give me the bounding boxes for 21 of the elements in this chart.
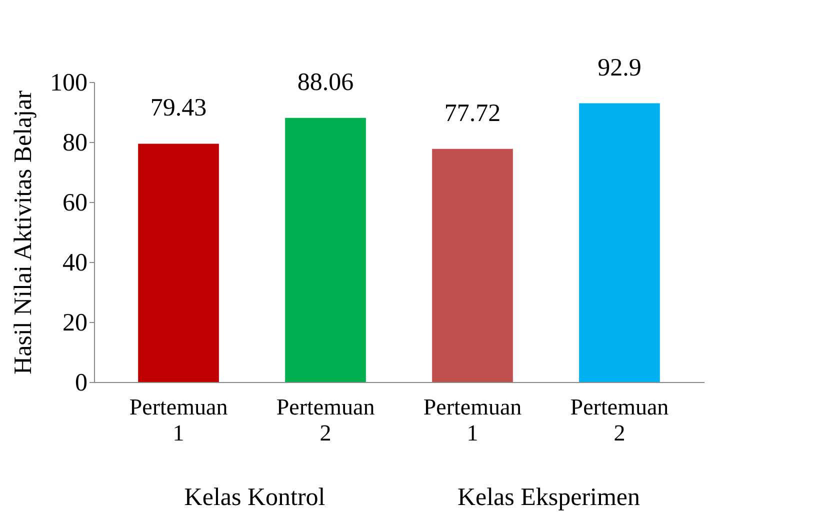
bar	[432, 148, 513, 382]
x-tick-label: Pertemuan 1	[129, 394, 228, 446]
data-label: 77.72	[444, 100, 501, 127]
y-tick-label: 80	[62, 130, 88, 156]
data-label: 79.43	[150, 94, 207, 122]
x-tick-label: Pertemuan 2	[276, 394, 376, 446]
y-tick-label: 20	[62, 310, 88, 336]
x-tick-label: Pertemuan 2	[570, 394, 670, 446]
bar	[138, 144, 219, 382]
text: Kelas Eksperimen	[457, 484, 641, 511]
y-axis-title: Hasil Nilai Aktivitas Belajar	[10, 90, 37, 374]
data-label: 92.9	[598, 54, 642, 82]
y-tick-label: 40	[62, 250, 88, 276]
text: Kelas Kontrol	[184, 484, 326, 511]
y-tick-label: 0	[75, 370, 88, 396]
bar	[579, 103, 660, 382]
y-tick-label: 60	[62, 190, 88, 216]
y-tick-label: 100	[50, 70, 88, 96]
x-tick-label: Pertemuan 1	[423, 394, 522, 446]
bar	[285, 118, 366, 382]
data-label: 88.06	[297, 68, 354, 96]
